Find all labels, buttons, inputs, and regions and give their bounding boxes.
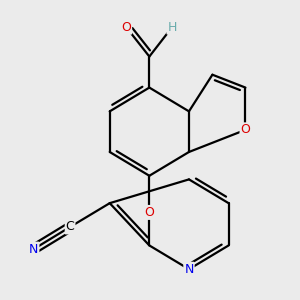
Text: O: O (241, 123, 250, 136)
Text: O: O (144, 206, 154, 219)
Text: O: O (121, 21, 131, 34)
Text: N: N (184, 263, 194, 276)
Text: H: H (167, 21, 177, 34)
Text: N: N (29, 243, 38, 256)
Text: C: C (66, 220, 74, 233)
